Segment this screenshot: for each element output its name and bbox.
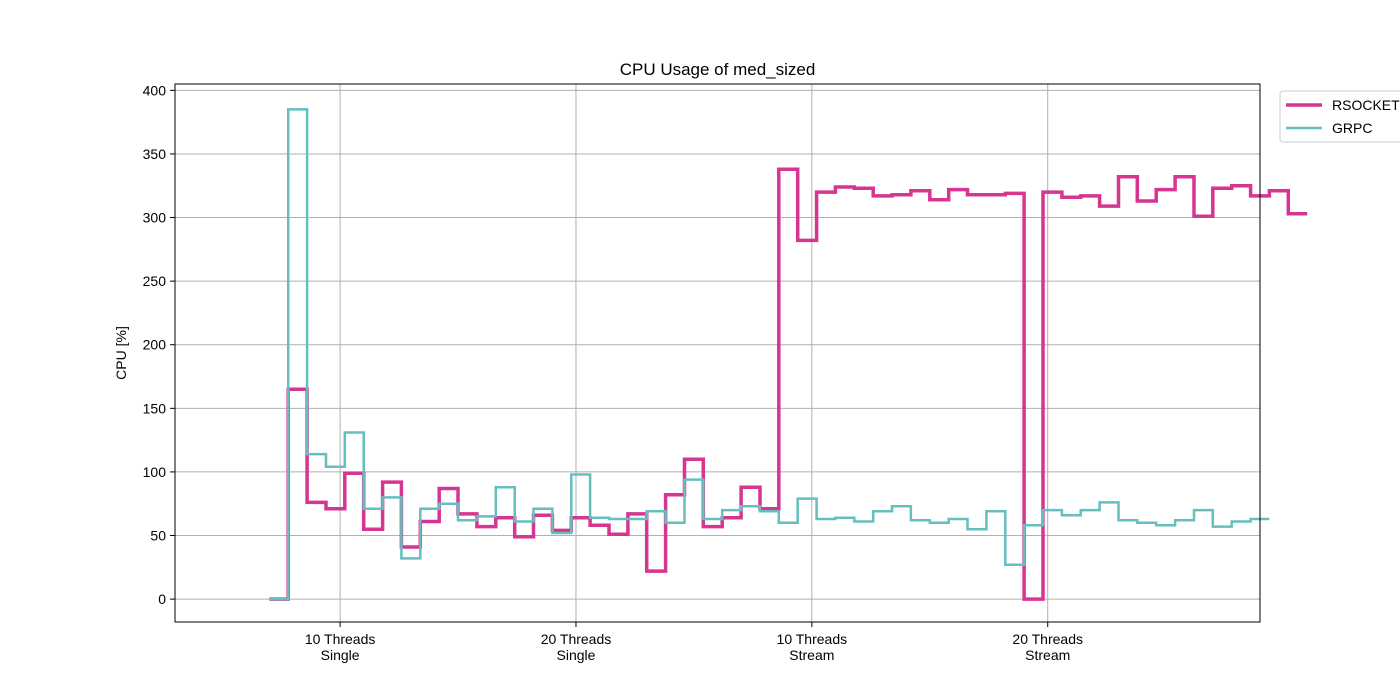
series-lines — [269, 108, 1308, 601]
legend-label-grpc: GRPC — [1332, 120, 1372, 136]
y-tick-label: 400 — [143, 82, 167, 98]
y-tick-label: 100 — [143, 464, 167, 480]
x-tick-label: Single — [321, 647, 360, 663]
x-tick-label: 10 Threads — [777, 631, 848, 647]
y-tick-label: 50 — [150, 528, 166, 544]
y-tick-label: 350 — [143, 146, 167, 162]
y-axis-ticks: 0 50 100 150 200 250 300 350 400 — [143, 82, 175, 607]
chart-title: CPU Usage of med_sized — [620, 60, 816, 79]
x-tick-label: Stream — [1025, 647, 1070, 663]
x-tick-label: Stream — [789, 647, 834, 663]
grid-lines — [175, 84, 1260, 622]
y-tick-label: 200 — [143, 337, 167, 353]
y-tick-label: 250 — [143, 273, 167, 289]
x-tick-label: 20 Threads — [541, 631, 612, 647]
series-line-grpc — [269, 108, 1270, 601]
x-tick-label: 20 Threads — [1012, 631, 1083, 647]
plot-frame — [174, 83, 1261, 623]
y-tick-label: 0 — [158, 591, 166, 607]
y-tick-label: 150 — [143, 400, 167, 416]
y-tick-label: 300 — [143, 210, 167, 226]
y-axis-label: CPU [%] — [113, 326, 129, 380]
legend: RSOCKET GRPC — [1279, 90, 1400, 143]
series-line-rsocket — [269, 167, 1308, 601]
x-tick-label: Single — [557, 647, 596, 663]
x-tick-label: 10 Threads — [305, 631, 376, 647]
legend-label-rsocket: RSOCKET — [1332, 97, 1400, 113]
